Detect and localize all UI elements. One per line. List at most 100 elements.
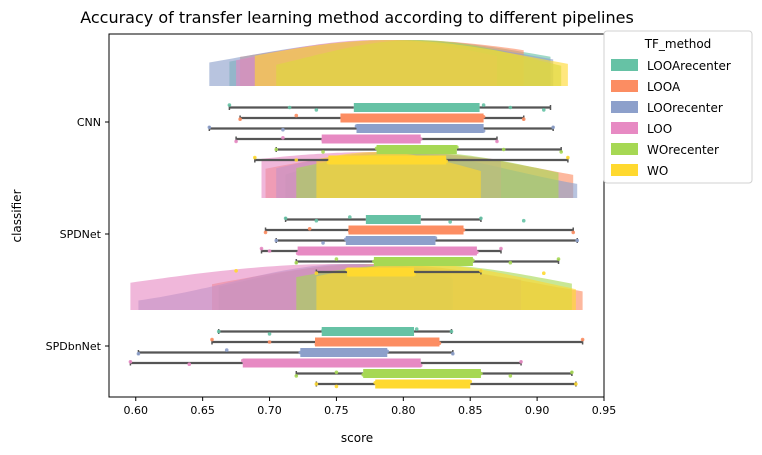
strip-point [274,238,279,243]
strip-point [240,358,245,363]
legend-swatch [611,59,638,71]
legend-swatch [611,122,638,134]
strip-points [128,103,585,389]
x-tick-label: 0.60 [124,404,149,417]
strip-point [314,218,319,223]
strip-point [341,116,345,120]
strip-point [334,370,339,375]
strip-point [574,382,578,386]
strip-point [314,108,319,112]
strip-point [374,248,379,252]
strip-point [334,257,339,261]
strip-point [128,360,133,364]
strip-point [314,382,319,386]
strip-point [238,117,242,121]
strip-point [566,155,570,160]
strip-point [481,103,486,107]
strip-point [388,239,392,244]
strip-point [501,147,506,152]
legend-box [603,30,753,184]
strip-point [414,383,419,388]
strip-point [321,328,325,333]
strip-point [283,216,288,221]
x-axis: 0.60 0.65 0.70 0.75 0.80 0.85 0.90 0.95 [124,397,617,417]
strip-point [314,271,319,276]
box-iqr [373,257,473,266]
strip-point [421,106,426,111]
strip-point [348,229,352,233]
strip-point [345,267,349,272]
strip-point [253,155,257,160]
strip-point [374,270,379,274]
strip-point [187,362,192,367]
strip-point [326,160,331,165]
legend-label: LOO [647,122,672,136]
strip-point [418,137,423,141]
strip-point [449,329,454,334]
x-tick-label: 0.75 [324,404,349,417]
strip-point [461,228,466,232]
box-iqr [365,215,421,224]
strip-point [368,104,372,109]
strip-point [224,348,229,352]
strip-point [475,250,479,254]
strip-point [361,372,365,377]
strip-point [210,337,214,342]
x-tick-label: 0.95 [592,404,617,417]
legend: TF_method LOOArecenter LOOA LOOrecenter LOO W… [603,30,753,184]
chart-title: Accuracy of transfer learning method acc… [80,8,634,27]
strip-point [437,341,442,346]
legend-swatch [611,80,638,92]
strip-point [307,227,312,231]
strip-point [414,262,419,266]
strip-point [521,117,526,121]
strip-point [479,216,483,221]
strip-point [521,218,526,223]
strip-point [401,225,406,230]
strip-point [541,108,546,112]
strip-point [385,349,390,354]
strip-point [388,217,392,222]
strip-point [481,115,486,119]
strip-point [401,118,406,123]
strip-point [281,127,285,132]
strip-point [519,360,523,364]
y-axis-label: classifier [10,189,24,242]
legend-swatch [611,164,638,176]
strip-point [348,215,352,219]
strip-point [401,126,406,131]
strip-point [227,103,232,107]
strip-point [274,147,279,152]
strip-point [294,260,299,265]
y-axis: CNN SPDNet SPDbnNet [46,116,109,353]
strip-point [481,129,486,133]
box-iqr [356,124,484,133]
legend-label: LOOrecenter [647,101,723,115]
legend-swatch [611,101,638,113]
strip-point [412,272,416,277]
box-iqr [363,369,481,378]
strip-point [234,269,238,273]
strip-point [321,150,325,154]
strip-point [334,384,339,389]
strip-point [433,236,438,240]
strip-point [508,105,513,110]
box-iqr [321,327,415,336]
x-axis-label: score [341,431,373,445]
strip-point [136,351,141,356]
strip-point [287,105,292,110]
strip-point [444,159,448,163]
strip-point [207,125,212,130]
legend-title: TF_method [644,37,712,51]
strip-point [348,353,352,357]
legend-label: WOrecenter [647,143,719,157]
strip-point [551,125,555,130]
x-tick-label: 0.70 [257,404,282,417]
strip-point [414,369,419,373]
box-iqr [375,379,471,389]
strip-point [281,136,285,140]
strip-point [321,138,325,142]
box-iqr [300,348,388,357]
strip-point [267,332,272,336]
